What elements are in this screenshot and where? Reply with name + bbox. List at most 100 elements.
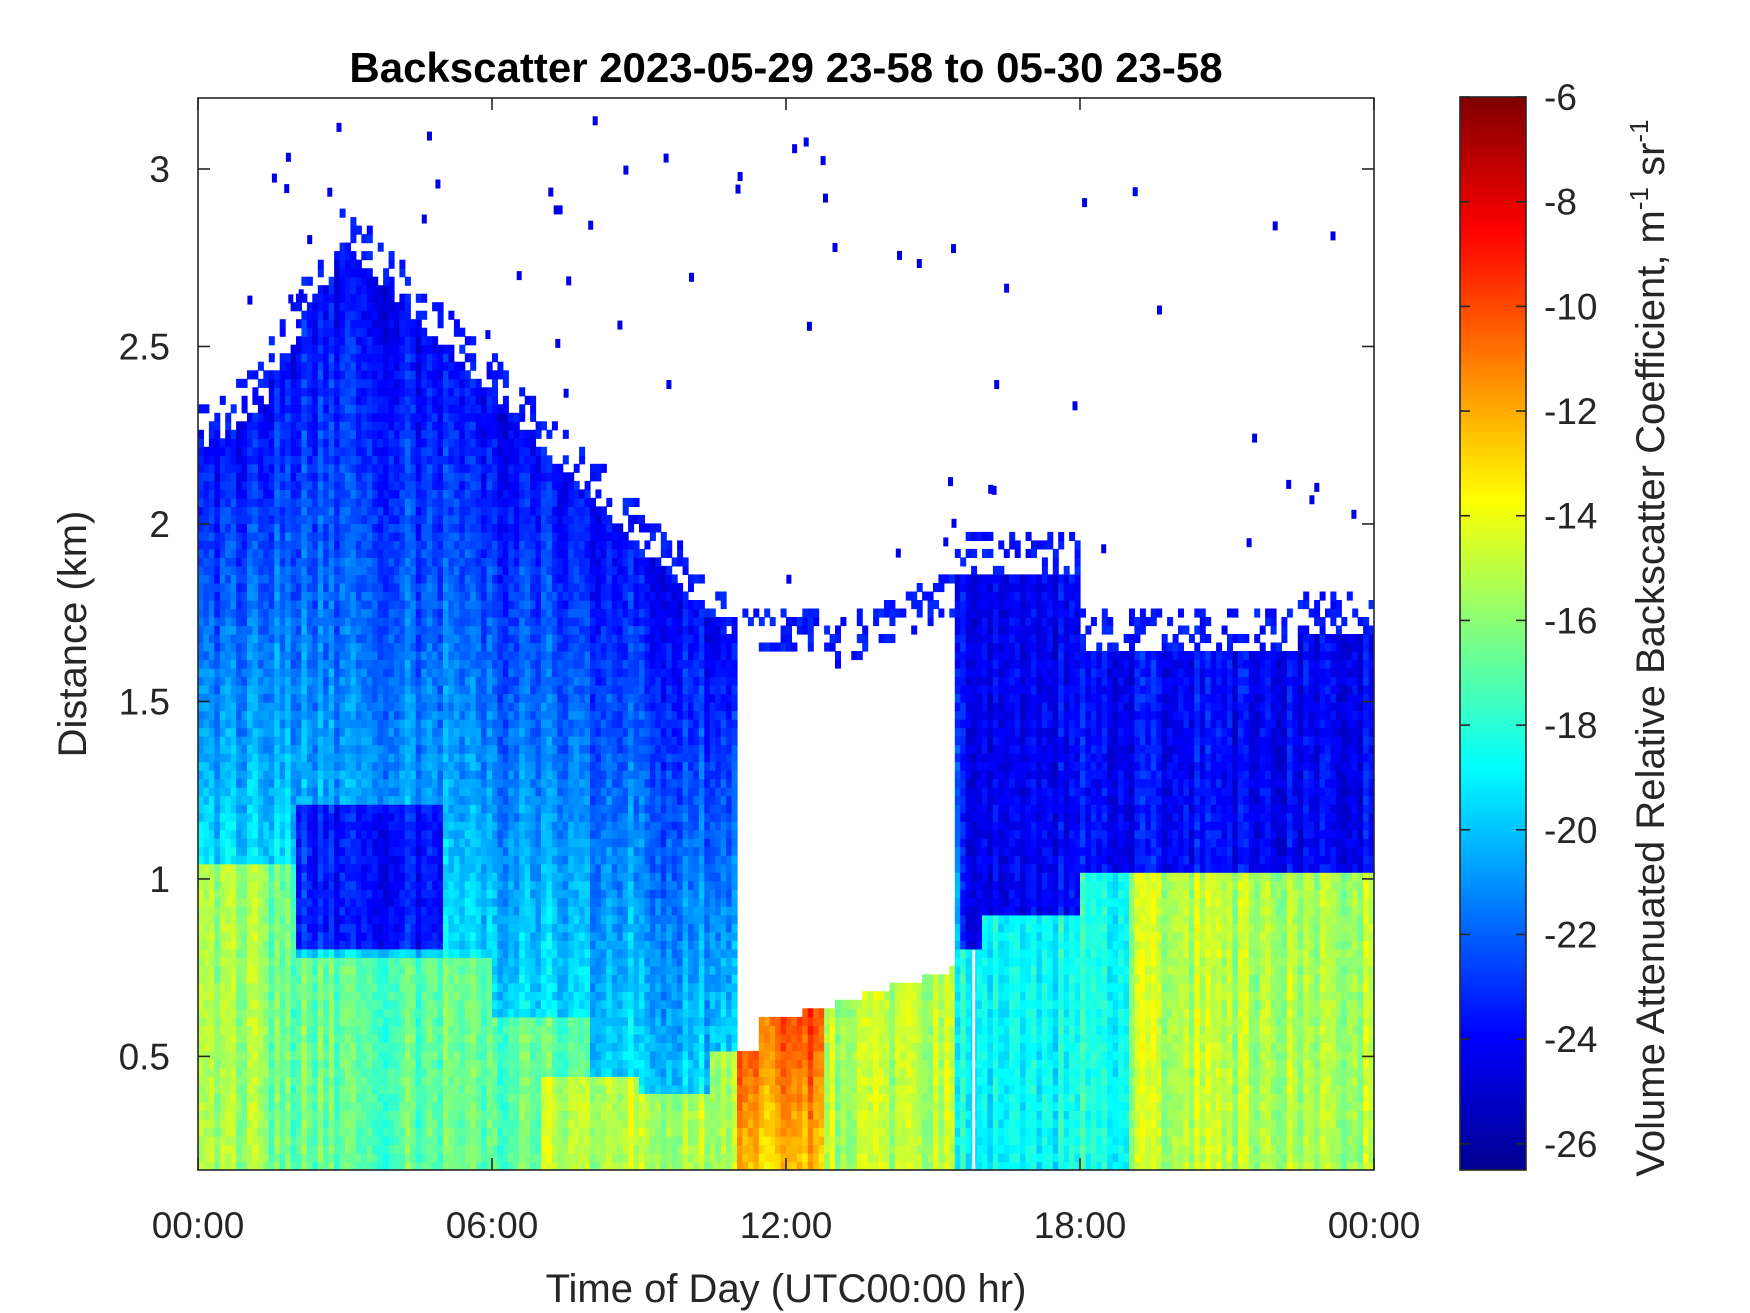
heat-cell: [448, 914, 455, 924]
heat-cell: [345, 1119, 351, 1129]
heat-cell: [198, 642, 204, 652]
heat-cell: [214, 1008, 221, 1018]
heat-cell: [296, 1093, 302, 1103]
heat-cell: [323, 1059, 330, 1069]
heat-cell: [345, 455, 351, 465]
heat-cell: [296, 1008, 302, 1018]
heat-cell: [448, 982, 455, 992]
heat-cell: [459, 923, 466, 933]
heat-cell: [230, 770, 237, 780]
heat-cell: [361, 344, 368, 354]
heat-cell: [334, 1110, 341, 1120]
heat-cell: [306, 1161, 313, 1170]
heat-cell: [372, 736, 379, 746]
heat-cell: [339, 863, 346, 873]
heat-cell: [443, 710, 449, 720]
heat-cell: [404, 676, 411, 686]
heat-cell: [198, 727, 204, 737]
heat-cell: [328, 702, 335, 712]
heat-cell: [263, 429, 270, 439]
heat-cell: [464, 1059, 471, 1069]
heat-cell: [296, 404, 302, 414]
heat-cell: [339, 370, 346, 380]
heat-cell: [268, 1076, 275, 1086]
heat-cell: [394, 744, 400, 754]
heat-cell: [437, 1042, 444, 1052]
heat-cell: [366, 1144, 373, 1154]
heat-cell: [453, 625, 460, 635]
heat-cell: [241, 940, 248, 950]
heat-cell: [214, 1025, 221, 1035]
heat-cell: [453, 753, 460, 763]
heat-cell: [399, 727, 406, 737]
heat-cell: [339, 251, 346, 261]
heat-cell: [225, 719, 232, 729]
heat-cell: [421, 1110, 428, 1120]
heat-cell: [350, 446, 357, 456]
heat-cell: [421, 685, 428, 695]
heat-cell: [437, 855, 444, 865]
heat-cell: [399, 710, 406, 720]
heat-cell: [437, 514, 444, 524]
heat-cell: [301, 651, 308, 661]
heat-cell: [388, 991, 395, 1001]
heat-cell: [296, 889, 302, 899]
heat-cell: [230, 889, 237, 899]
heat-cell: [279, 863, 286, 873]
heat-cell: [317, 770, 324, 780]
heat-cell: [355, 965, 362, 975]
heat-cell: [410, 489, 417, 499]
heat-cell: [323, 463, 330, 473]
heat-cell: [432, 676, 439, 686]
heat-cell: [290, 829, 297, 839]
heat-cell: [328, 659, 335, 669]
heat-cell: [219, 1084, 226, 1094]
heat-cell: [306, 617, 313, 627]
heat-cell: [296, 1136, 302, 1146]
heat-cell: [350, 1025, 357, 1035]
heat-cell: [328, 463, 335, 473]
heat-cell: [394, 370, 400, 380]
heat-cell: [383, 787, 390, 797]
heat-cell: [274, 668, 281, 678]
heat-cell: [453, 395, 460, 405]
heat-cell: [432, 378, 439, 388]
heat-cell: [464, 1050, 471, 1060]
heat-cell: [448, 565, 455, 575]
heat-cell: [208, 548, 215, 558]
heat-cell: [388, 421, 395, 431]
heat-cell: [296, 838, 302, 848]
heat-cell: [285, 761, 292, 771]
heat-cell: [203, 540, 210, 550]
heat-cell: [274, 574, 281, 584]
heat-cell: [350, 617, 357, 627]
heat-cell: [290, 1042, 297, 1052]
heat-cell: [350, 965, 357, 975]
heat-cell: [443, 344, 449, 354]
heat-cell: [339, 676, 346, 686]
heat-cell: [350, 931, 357, 941]
heat-cell: [323, 829, 330, 839]
heat-cell: [296, 736, 302, 746]
heat-cell: [432, 370, 439, 380]
heat-cell: [388, 395, 395, 405]
heat-cell: [285, 965, 292, 975]
heat-cell: [257, 634, 264, 644]
heat-cell: [317, 395, 324, 405]
heat-cell: [339, 1067, 346, 1077]
heat-cell: [453, 327, 460, 337]
heat-cell: [208, 1144, 215, 1154]
heat-cell: [214, 574, 221, 584]
heat-cell: [323, 1067, 330, 1077]
heat-cell: [377, 787, 384, 797]
heat-cell: [394, 982, 400, 992]
heat-cell: [404, 548, 411, 558]
heat-cell: [345, 1127, 351, 1137]
heat-cell: [268, 676, 275, 686]
heat-cell: [257, 1110, 264, 1120]
heat-cell: [306, 965, 313, 975]
heat-cell: [415, 1008, 422, 1018]
heat-cell: [274, 1161, 281, 1170]
heat-cell: [296, 1076, 302, 1086]
heat-cell: [345, 659, 351, 669]
